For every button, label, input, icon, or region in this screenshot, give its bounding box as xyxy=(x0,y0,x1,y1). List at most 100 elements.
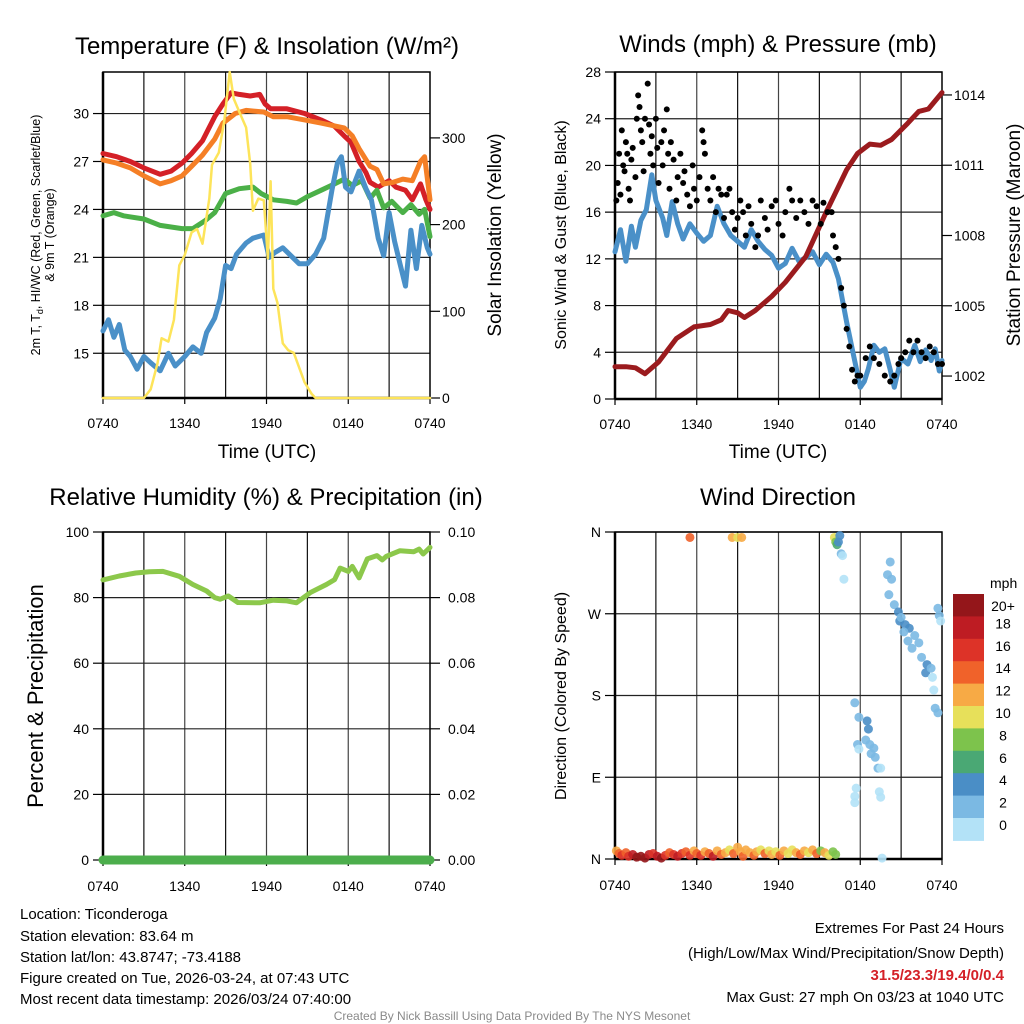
y-tick-label: 60 xyxy=(73,655,89,671)
y2-tick-label: 1008 xyxy=(954,228,985,244)
gust-point xyxy=(906,337,913,344)
solar-y-axis-label: Solar Insolation (Yellow) xyxy=(485,133,506,336)
wind-direction-point xyxy=(838,551,848,561)
wind-direction-point xyxy=(933,708,943,718)
x-tick-label: 0740 xyxy=(599,416,630,432)
direction-y-axis-label: Direction (Colored By Speed) xyxy=(553,592,570,800)
gust-point xyxy=(648,133,655,140)
temperature-y-axis-label: 2m T, Td, HI/WC (Red, Green, Scarlet/Blu… xyxy=(29,115,45,356)
gust-point xyxy=(614,179,621,186)
y2-tick-label: 0.10 xyxy=(448,524,475,540)
footer-latlon: Station lat/lon: 43.8747; -73.4188 xyxy=(20,949,242,966)
gust-point xyxy=(684,191,691,198)
gust-point xyxy=(626,197,633,204)
colorbar-swatch xyxy=(953,795,984,819)
gust-point xyxy=(632,174,639,181)
gust-point xyxy=(779,232,786,239)
gust-point xyxy=(674,174,681,181)
x-tick-label: 1940 xyxy=(763,416,794,432)
gust-point xyxy=(640,168,647,175)
gust-point xyxy=(820,199,827,206)
credit-text: Created By Nick Bassill Using Data Provi… xyxy=(333,1009,691,1023)
gust-point xyxy=(930,349,937,356)
wind-direction-point xyxy=(884,590,894,600)
gust-point xyxy=(710,174,717,181)
wind-y-axis-label: Sonic Wind & Gust (Blue, Black) xyxy=(553,120,570,349)
gust-point xyxy=(661,127,668,134)
series-line-solar-insolation xyxy=(101,70,432,400)
gust-point xyxy=(768,203,775,210)
wind-direction-point xyxy=(926,663,936,673)
colorbar-label: 20+ xyxy=(991,598,1015,614)
gust-point xyxy=(646,121,653,128)
x-tick-label: 0140 xyxy=(845,877,876,893)
gust-point xyxy=(835,255,842,262)
gust-point xyxy=(745,203,752,210)
gust-point xyxy=(838,285,845,292)
gust-point xyxy=(658,139,665,146)
gust-point xyxy=(891,372,898,379)
gust-point xyxy=(617,191,624,198)
temperature-x-axis-label: Time (UTC) xyxy=(218,442,317,463)
gust-point xyxy=(691,185,698,192)
gust-point xyxy=(699,127,706,134)
y2-tick-label: 200 xyxy=(442,217,466,233)
y-tick-label: 18 xyxy=(73,297,89,313)
colorbar-label: 2 xyxy=(999,795,1007,811)
gust-point xyxy=(701,150,708,157)
gust-point xyxy=(813,203,820,210)
footer-timestamp: Most recent data timestamp: 2026/03/24 0… xyxy=(20,991,352,1008)
y2-tick-label: 0.06 xyxy=(448,655,475,671)
gust-point xyxy=(686,203,693,210)
series-line-relative-humidity xyxy=(100,544,433,606)
gust-point xyxy=(817,220,824,227)
gust-point xyxy=(805,220,812,227)
panel-2: 0 4 8 12 16 20 24 28 1002 1005 1008 1011 1014 0740 134… xyxy=(585,64,985,432)
gust-point xyxy=(666,185,673,192)
gust-point xyxy=(704,185,711,192)
gust-point xyxy=(840,302,847,309)
wind-direction-point xyxy=(835,531,845,541)
gust-point xyxy=(782,209,789,216)
gust-point xyxy=(761,214,768,221)
gust-point xyxy=(742,232,749,239)
wind-direction-panel-title: Wind Direction xyxy=(700,484,856,511)
y2-tick-label: 1005 xyxy=(954,298,985,314)
gust-point xyxy=(757,197,764,204)
colorbar-swatch xyxy=(953,661,984,685)
y-tick-label: 40 xyxy=(73,721,89,737)
wind-direction-point xyxy=(685,532,695,542)
colorbar-label: 16 xyxy=(995,638,1011,654)
extremes-legend: (High/Low/Max Wind/Precipitation/Snow De… xyxy=(688,945,1004,962)
gust-point xyxy=(659,162,666,169)
gust-point xyxy=(898,355,905,362)
gust-point xyxy=(772,197,779,204)
gust-point xyxy=(801,209,808,216)
y-tick-label: 80 xyxy=(73,590,89,606)
gust-point xyxy=(670,156,677,163)
y-tick-label: 15 xyxy=(73,345,89,361)
gust-point xyxy=(635,92,642,99)
colorbar-swatch xyxy=(953,750,984,774)
gust-point xyxy=(830,232,836,239)
gust-point xyxy=(764,226,771,233)
colorbar-swatch xyxy=(953,683,984,707)
gust-point xyxy=(922,355,929,362)
gust-point xyxy=(700,139,707,146)
gust-point xyxy=(647,150,654,157)
y-tick-label: 21 xyxy=(73,249,89,265)
y-tick-label: W xyxy=(588,606,602,622)
gust-point xyxy=(876,360,883,367)
gust-point xyxy=(665,150,672,157)
colorbar-label: 18 xyxy=(995,615,1011,631)
gust-point xyxy=(663,106,670,113)
gust-point xyxy=(752,244,759,251)
x-tick-label: 1340 xyxy=(681,416,712,432)
colorbar-swatch xyxy=(953,773,984,797)
x-tick-label: 1340 xyxy=(169,415,200,431)
wind-direction-point xyxy=(929,685,939,695)
gust-point xyxy=(740,209,747,216)
x-tick-label: 0140 xyxy=(333,878,364,894)
gust-point xyxy=(895,360,902,367)
gust-point xyxy=(914,337,921,344)
